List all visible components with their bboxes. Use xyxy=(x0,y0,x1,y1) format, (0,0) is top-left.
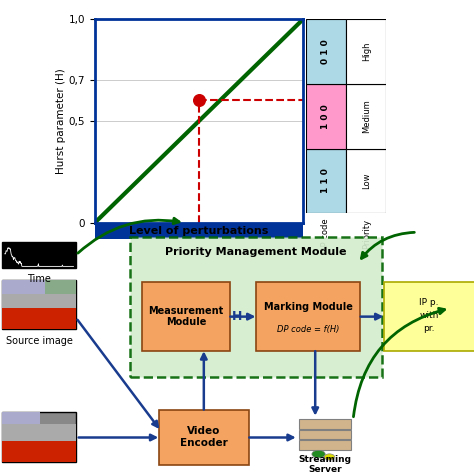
Bar xyxy=(2,441,76,462)
Bar xyxy=(2,412,76,462)
Ellipse shape xyxy=(312,450,325,458)
Text: Measurement
Module: Measurement Module xyxy=(148,306,224,327)
FancyBboxPatch shape xyxy=(130,237,382,377)
Text: H: H xyxy=(232,310,242,323)
Text: Marking Module: Marking Module xyxy=(264,302,353,312)
Text: 1 1 0: 1 1 0 xyxy=(321,168,330,193)
Text: Source image: Source image xyxy=(6,336,73,346)
Bar xyxy=(299,430,351,439)
Text: Priority Management Module: Priority Management Module xyxy=(165,247,346,257)
Text: Priority: Priority xyxy=(362,219,371,248)
Text: Streaming
Server: Streaming Server xyxy=(298,455,351,474)
Bar xyxy=(306,84,346,148)
Bar xyxy=(2,242,76,268)
Y-axis label: Hurst parameter (H): Hurst parameter (H) xyxy=(56,68,66,174)
Text: with: with xyxy=(419,311,438,319)
Text: 0 1 0: 0 1 0 xyxy=(321,39,330,64)
Bar xyxy=(2,424,76,441)
Ellipse shape xyxy=(324,454,335,460)
Bar xyxy=(346,19,386,84)
Text: 1 0 0: 1 0 0 xyxy=(321,104,330,128)
Bar xyxy=(2,280,45,294)
Bar xyxy=(299,440,351,450)
Point xyxy=(195,97,203,104)
Bar xyxy=(346,148,386,213)
Bar xyxy=(299,419,351,429)
Bar xyxy=(2,308,76,329)
Text: IP p.: IP p. xyxy=(419,298,439,307)
Bar xyxy=(95,223,303,239)
FancyBboxPatch shape xyxy=(256,282,360,351)
Text: DP code: DP code xyxy=(321,219,330,253)
Text: Time: Time xyxy=(27,274,51,284)
FancyBboxPatch shape xyxy=(384,282,474,351)
Bar xyxy=(2,280,76,329)
Text: Low: Low xyxy=(362,173,371,189)
Bar xyxy=(45,280,76,294)
Bar xyxy=(2,412,40,424)
FancyBboxPatch shape xyxy=(159,410,249,465)
Bar xyxy=(346,84,386,148)
Text: DP code = f(H): DP code = f(H) xyxy=(277,325,339,334)
Bar xyxy=(306,148,346,213)
Text: pr.: pr. xyxy=(423,324,435,332)
Text: Video
Encoder: Video Encoder xyxy=(180,427,228,448)
Bar xyxy=(2,294,76,308)
Text: High: High xyxy=(362,42,371,61)
Bar xyxy=(306,19,346,84)
X-axis label: Level of perturbations: Level of perturbations xyxy=(129,226,269,236)
Text: Medium: Medium xyxy=(362,99,371,133)
FancyBboxPatch shape xyxy=(142,282,230,351)
